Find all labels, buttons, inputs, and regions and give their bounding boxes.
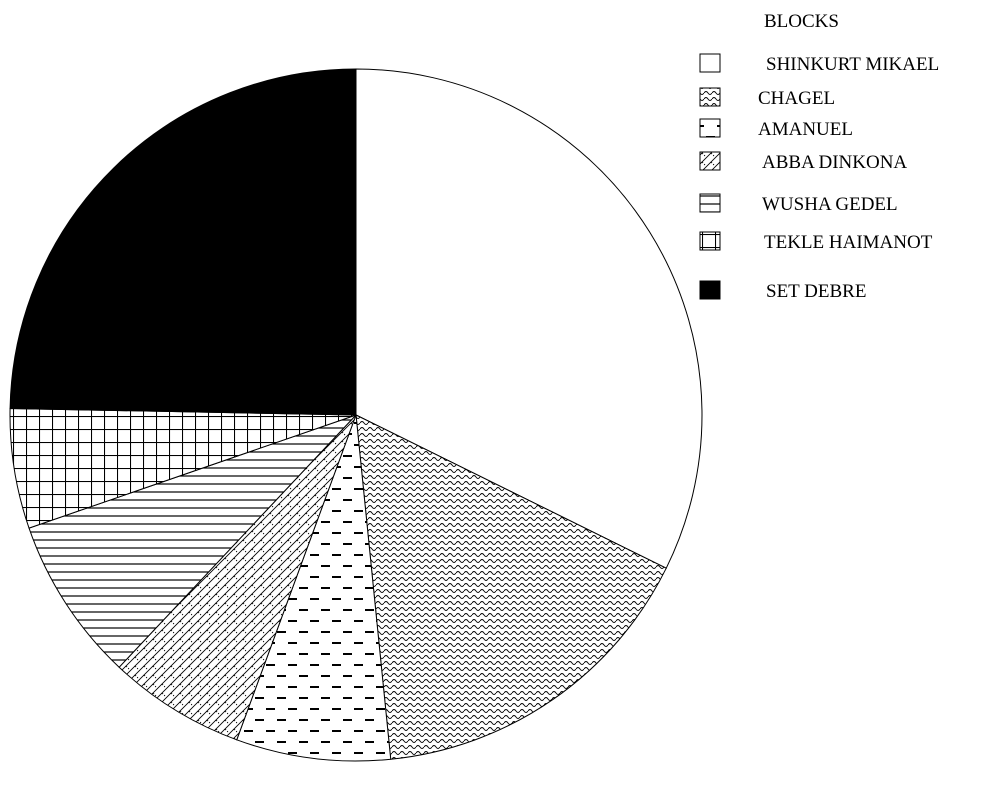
legend-label-set-debre: SET DEBRE: [766, 281, 866, 302]
legend-swatch-amanuel: [699, 118, 721, 138]
legend-swatch-tekle-haimanot: [699, 231, 721, 251]
legend-label-amanuel: AMANUEL: [758, 119, 853, 140]
legend-swatch-shinkurt-mikael: [699, 53, 721, 73]
legend-label-abba-dinkona: ABBA DINKONA: [762, 152, 907, 173]
pie-slice-amanuel: [236, 414, 392, 762]
pie-slice-wusha-gedel: [28, 414, 357, 668]
legend-label-chagel: CHAGEL: [758, 88, 835, 109]
legend-label-shinkurt-mikael: SHINKURT MIKAEL: [766, 54, 939, 75]
pie-slice-shinkurt-mikael: [355, 68, 703, 569]
legend-label-tekle-haimanot: TEKLE HAIMANOT: [764, 232, 933, 253]
pie-slices: [9, 68, 703, 762]
legend-swatch-set-debre: [699, 280, 721, 300]
pie-slice-set-debre: [9, 68, 357, 416]
legend-swatch-abba-dinkona: [699, 151, 721, 171]
pie-slice-abba-dinkona: [118, 414, 357, 741]
legend: BLOCKS SHINKURT MIKAEL CHAGEL AMANUEL ABBA …: [699, 11, 939, 302]
legend-title: BLOCKS: [764, 11, 839, 32]
legend-swatch-chagel: [699, 87, 721, 107]
pie-slice-chagel: [355, 414, 667, 760]
legend-swatch-wusha-gedel: [699, 193, 721, 213]
legend-label-wusha-gedel: WUSHA GEDEL: [762, 194, 898, 215]
